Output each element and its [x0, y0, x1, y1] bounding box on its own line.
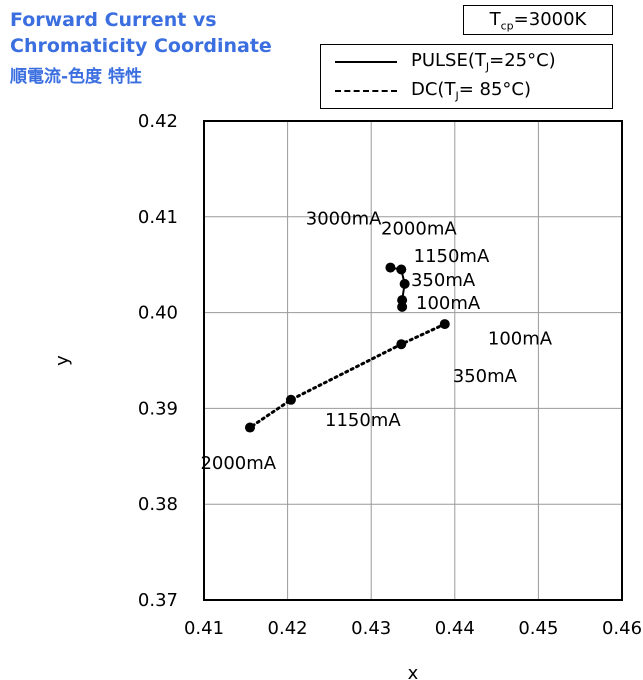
y-tick-label: 0.41	[138, 207, 178, 228]
legend-pulse-pre: PULSE(T	[411, 50, 486, 72]
pulse-data-point-1150mA	[399, 278, 410, 289]
current-annotation: 350mA	[453, 366, 518, 387]
current-annotation: 1150mA	[325, 410, 401, 431]
legend-label-dc: DC(TJ= 85°C)	[411, 79, 531, 103]
y-tick-label: 0.40	[138, 303, 178, 324]
condition-box: Tcp=3000K	[463, 5, 613, 35]
chart-title-line-2: Chromaticity Coordinate	[10, 35, 272, 57]
x-tick-label: 0.41	[184, 618, 224, 639]
legend-dc-sub: J	[455, 89, 459, 103]
pulse-data-point-3000mA	[385, 262, 396, 273]
plot-frame	[203, 120, 623, 601]
dc-data-point-350mA	[396, 339, 407, 350]
x-tick-label: 0.43	[351, 618, 391, 639]
x-tick-label: 0.45	[518, 618, 558, 639]
condition-subscript: cp	[500, 19, 514, 33]
y-tick-label: 0.38	[138, 494, 178, 515]
current-annotation: 1150mA	[414, 246, 490, 267]
legend-item-pulse: PULSE(TJ=25°C)	[335, 49, 556, 75]
current-annotation: 2000mA	[200, 453, 276, 474]
y-axis-label: y	[52, 355, 73, 366]
legend-item-dc: DC(TJ= 85°C)	[335, 78, 531, 104]
legend-pulse-post: =25°C)	[489, 50, 556, 72]
pulse-data-point-2000mA	[396, 264, 407, 275]
x-tick-label: 0.46	[602, 618, 642, 639]
dc-data-point-2000mA	[244, 422, 255, 433]
legend-dashed-line-swatch	[335, 90, 397, 92]
series-line-dc	[248, 322, 447, 430]
current-annotation: 2000mA	[381, 218, 457, 239]
legend-label-pulse: PULSE(TJ=25°C)	[411, 50, 556, 74]
condition-prefix: T	[489, 9, 501, 30]
legend-dc-pre: DC(T	[411, 79, 456, 101]
current-annotation: 3000mA	[306, 209, 382, 230]
pulse-data-point-350mA	[397, 295, 408, 306]
legend-dc-post: = 85°C)	[458, 79, 532, 101]
legend-solid-line-swatch	[335, 61, 397, 63]
x-tick-label: 0.44	[435, 618, 475, 639]
current-annotation: 100mA	[416, 293, 481, 314]
dc-data-point-1150mA	[285, 394, 296, 405]
dc-data-point-100mA	[439, 319, 450, 330]
chart-title-japanese: 順電流-色度 特性	[10, 67, 142, 87]
legend: PULSE(TJ=25°C) DC(TJ= 85°C)	[320, 44, 613, 109]
x-tick-label: 0.42	[268, 618, 308, 639]
y-tick-label: 0.39	[138, 398, 178, 419]
current-annotation: 350mA	[411, 270, 476, 291]
y-tick-label: 0.37	[138, 590, 178, 611]
x-axis-label: x	[408, 663, 419, 680]
chart-title-line-1: Forward Current vs	[10, 9, 217, 31]
condition-value: =3000K	[513, 9, 587, 30]
legend-pulse-sub: J	[485, 60, 490, 74]
y-tick-label: 0.42	[138, 111, 178, 132]
current-annotation: 100mA	[488, 328, 553, 349]
